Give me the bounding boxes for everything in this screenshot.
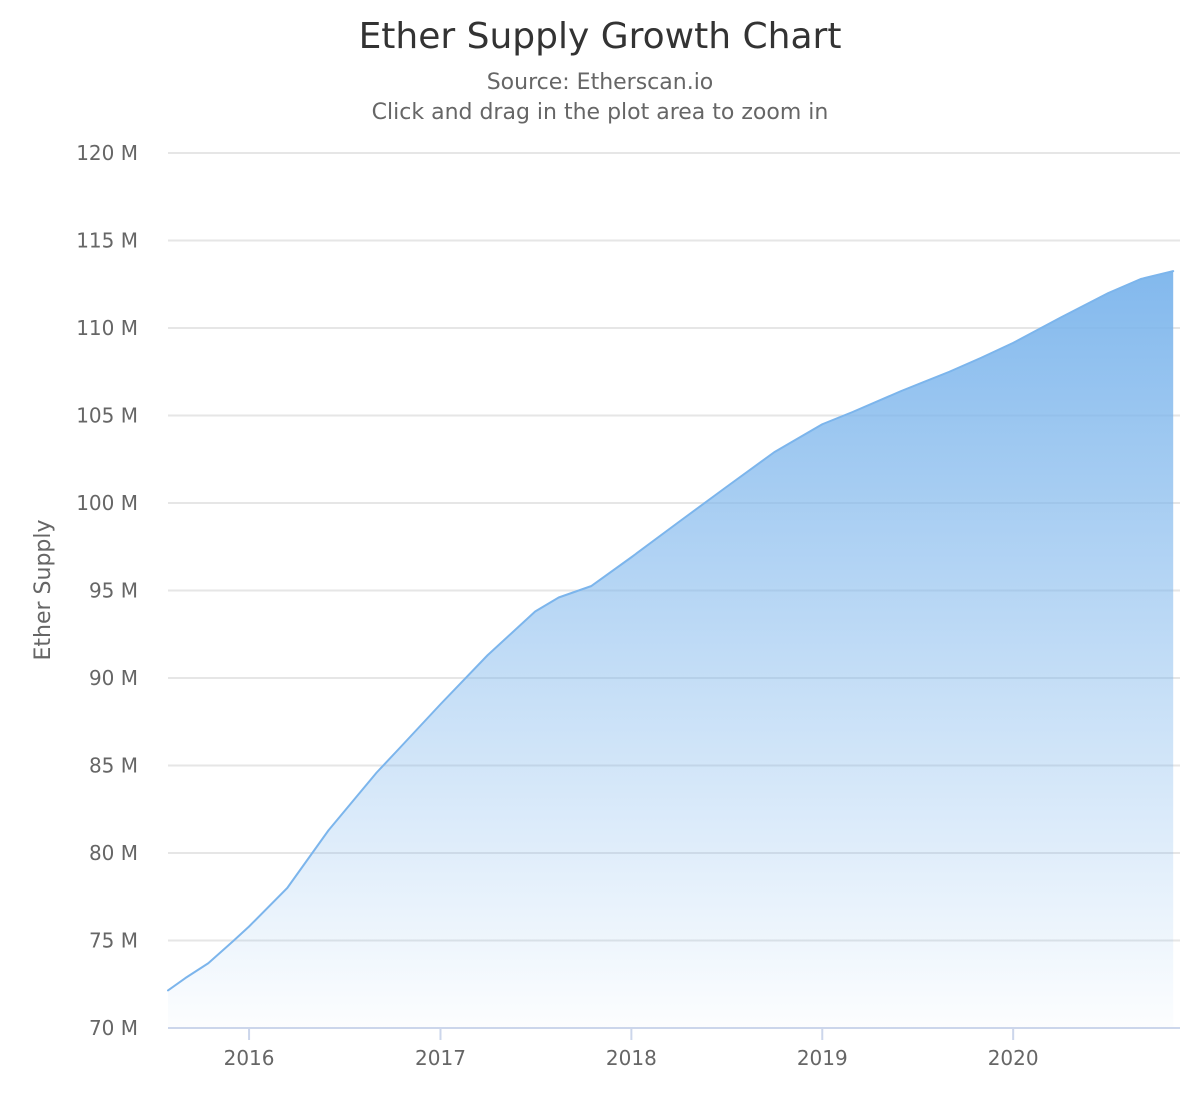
x-tick-label: 2017 [415, 1046, 466, 1070]
chart-zoom-hint-subtitle: Click and drag in the plot area to zoom … [372, 100, 829, 125]
ether-supply-line [167, 270, 1175, 992]
y-tick-label: 75 M [89, 929, 138, 953]
plot-area-zoom-region[interactable] [168, 153, 1180, 1028]
x-tick-label: 2020 [988, 1046, 1039, 1070]
y-tick-label: 85 M [89, 754, 138, 778]
chart-source-subtitle: Source: Etherscan.io [487, 70, 714, 95]
y-axis-tick-labels: 70 M 75 M 80 M 85 M 90 M 95 M 100 M 105 M 110 M 1… [76, 141, 138, 1040]
ether-supply-area [168, 271, 1174, 1028]
x-tick-label: 2019 [797, 1046, 848, 1070]
y-tick-label: 70 M [89, 1016, 138, 1040]
y-tick-label: 120 M [76, 141, 138, 165]
x-axis-ticks: 2016 2017 2018 2019 2020 [224, 1028, 1039, 1070]
x-tick-label: 2016 [224, 1046, 275, 1070]
y-tick-label: 90 M [89, 666, 138, 690]
y-tick-label: 110 M [76, 316, 138, 340]
y-tick-label: 95 M [89, 579, 138, 603]
chart-title: Ether Supply Growth Chart [359, 16, 842, 57]
x-tick-label: 2018 [606, 1046, 657, 1070]
y-tick-label: 115 M [76, 229, 138, 253]
y-tick-label: 80 M [89, 841, 138, 865]
y-tick-label: 100 M [76, 491, 138, 515]
y-tick-label: 105 M [76, 404, 138, 428]
y-axis-title: Ether Supply [31, 519, 56, 660]
series-group [167, 270, 1175, 1028]
